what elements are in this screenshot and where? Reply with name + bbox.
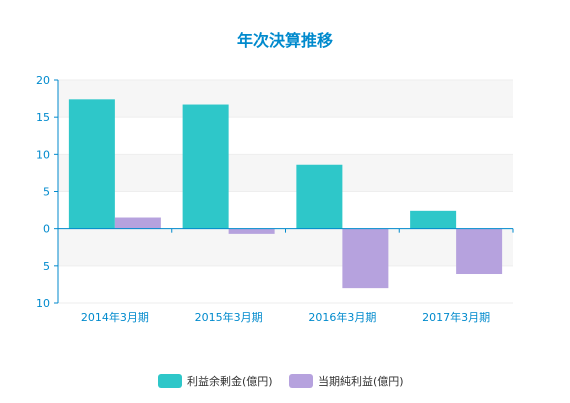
bar [182,104,229,229]
grid-band [58,80,513,118]
legend-item-label[interactable]: 利益余剰金(億円) [187,374,273,388]
bar [228,228,275,234]
y-axis-ticks: 20 15 10 5 0 5 10 [36,74,58,310]
bar [296,164,343,229]
y-tick-label: 15 [36,111,50,124]
bar [114,217,161,229]
y-tick-label: 20 [36,74,50,87]
x-tick-label: 2016年3月期 [308,310,376,324]
y-tick-label: 5 [43,260,50,273]
bar [342,228,389,289]
plot-background [58,80,513,266]
y-tick-label: 10 [36,148,50,161]
grid-band [58,154,513,192]
bar [410,210,457,229]
x-tick-label: 2014年3月期 [81,310,149,324]
bar [456,228,503,275]
legend-swatch[interactable] [158,374,182,388]
grid-band [58,228,513,266]
y-tick-label: 0 [43,223,50,236]
x-axis-ticks: 2014年3月期 2015年3月期 2016年3月期 2017年3月期 [57,228,514,324]
bar [68,99,115,229]
x-tick-label: 2017年3月期 [422,310,490,324]
y-tick-label: 5 [43,186,50,199]
legend[interactable]: 利益余剰金(億円) 当期純利益(億円) [158,374,404,388]
legend-swatch[interactable] [289,374,313,388]
legend-item-label[interactable]: 当期純利益(億円) [318,374,404,388]
chart-title: 年次決算推移 [237,31,333,50]
x-tick-label: 2015年3月期 [195,310,263,324]
bars [68,99,503,289]
y-tick-label: 10 [36,297,50,310]
